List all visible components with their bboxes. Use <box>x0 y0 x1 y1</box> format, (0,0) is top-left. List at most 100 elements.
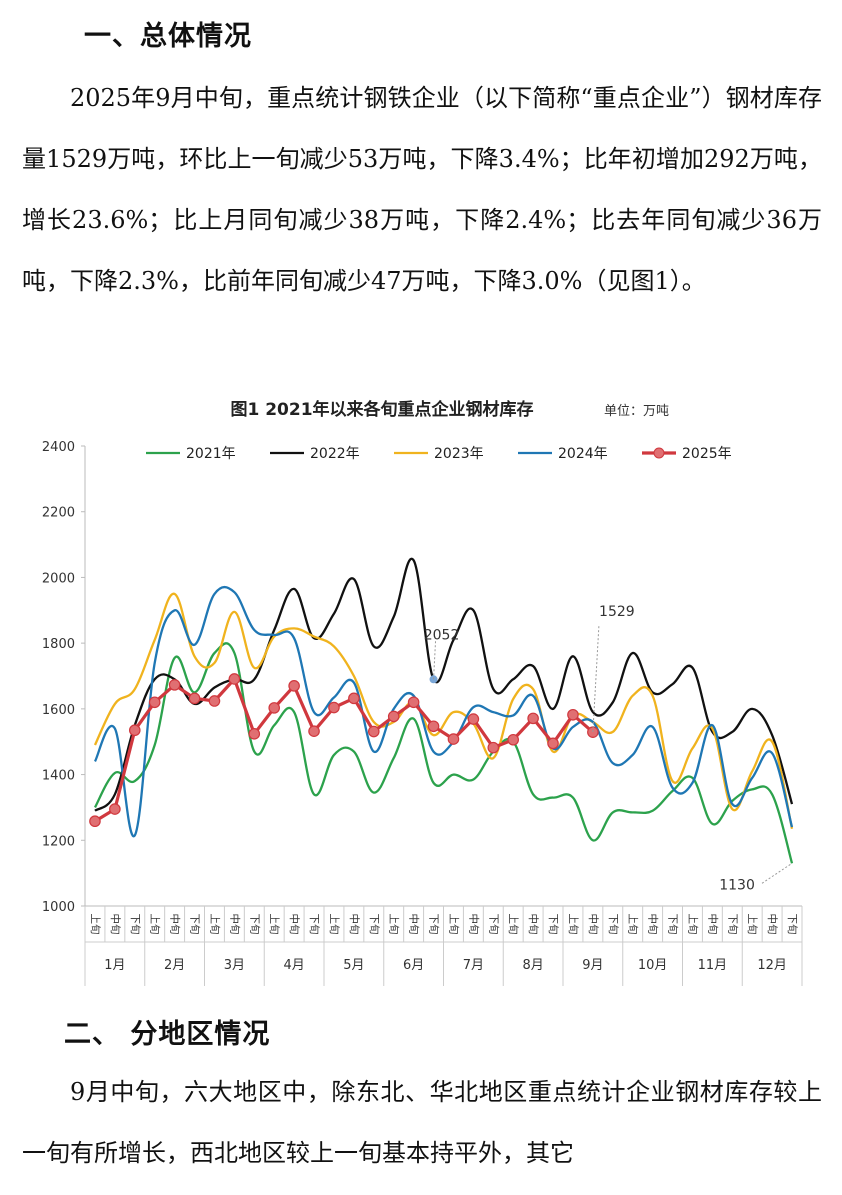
y-axis: 1000 1200 1400 1600 1800 2000 2200 2400 <box>42 440 86 915</box>
data-point-2025 <box>308 725 320 737</box>
data-point-2025 <box>89 815 101 828</box>
x-month-label: 7月 <box>463 958 484 973</box>
y-tick-label: 1400 <box>42 769 75 784</box>
x-period-label: 上旬 <box>149 914 162 935</box>
x-period-label: 下旬 <box>547 914 560 935</box>
y-tick-label: 2200 <box>42 506 75 521</box>
x-period-label: 中旬 <box>706 914 719 935</box>
x-period-label: 中旬 <box>288 914 301 935</box>
series-lines <box>89 557 794 864</box>
x-period-label: 中旬 <box>527 914 540 935</box>
series-line-2024 <box>93 585 794 838</box>
y-tick-label: 2000 <box>42 571 75 586</box>
annotation-label: 1130 <box>719 877 755 893</box>
y-tick-label: 2400 <box>42 440 75 455</box>
data-point-2025 <box>288 680 300 692</box>
x-axis: 上旬 中旬 下旬 上旬 中旬 下旬 上旬 中旬 下旬 上旬 中旬 下旬 上旬 中旬 下旬 上旬 中旬 下旬 上旬 中旬… <box>84 905 803 986</box>
x-period-label: 中旬 <box>766 914 779 935</box>
x-period-label: 下旬 <box>786 914 799 935</box>
chart-title: 图1 2021年以来各旬重点企业钢材库存 <box>230 399 533 420</box>
overview-paragraph: 2025年9月中旬，重点统计钢铁企业（以下简称“重点企业”）钢材库存量1529万… <box>22 84 822 295</box>
x-period-label: 上旬 <box>208 914 221 935</box>
series-line-2023 <box>93 592 794 830</box>
x-month-label: 9月 <box>582 958 603 973</box>
x-month-label: 3月 <box>224 958 245 973</box>
data-point-2025 <box>567 708 579 721</box>
x-month-label: 4月 <box>283 958 304 973</box>
y-tick-label: 1600 <box>42 703 75 718</box>
data-point-2025 <box>467 713 480 725</box>
x-period-label: 下旬 <box>248 914 261 935</box>
x-period-label: 中旬 <box>169 914 182 935</box>
section-heading-regional: 二、 分地区情况 <box>64 1019 271 1050</box>
data-point-2025 <box>387 710 400 723</box>
data-point-2025 <box>407 696 420 709</box>
x-period-label: 中旬 <box>467 914 480 935</box>
x-period-label: 中旬 <box>348 914 361 935</box>
legend-label: 2024年 <box>558 446 608 462</box>
x-month-label: 6月 <box>403 958 424 973</box>
annotation-marker <box>429 675 438 684</box>
data-point-2025 <box>527 712 539 725</box>
x-period-label: 下旬 <box>189 914 202 935</box>
x-period-label: 下旬 <box>368 914 381 935</box>
x-period-label: 下旬 <box>607 914 620 935</box>
legend-label: 2022年 <box>310 446 360 462</box>
inventory-line-chart: 图1 2021年以来各旬重点企业钢材库存 单位：万吨 1000120014001… <box>42 399 803 986</box>
data-point-2025 <box>328 701 340 714</box>
x-period-label: 上旬 <box>627 914 640 935</box>
x-month-label: 11月 <box>698 958 728 973</box>
regional-paragraph: 9月中旬，六大地区中，除东北、华北地区重点统计企业钢材库存较上一旬有所增长，西北… <box>22 1078 822 1167</box>
x-period-label: 下旬 <box>428 914 441 935</box>
legend-label: 2023年 <box>434 446 484 462</box>
x-period-label: 下旬 <box>726 914 739 935</box>
series-line-2021 <box>93 642 794 864</box>
legend-label: 2021年 <box>186 446 236 462</box>
data-point-2025 <box>487 741 500 754</box>
x-period-label: 中旬 <box>109 914 122 935</box>
x-period-label: 上旬 <box>686 914 699 935</box>
data-point-2025 <box>367 725 380 738</box>
annotation-leader <box>592 626 600 733</box>
data-point-2025 <box>148 696 161 709</box>
data-point-2025 <box>208 695 221 707</box>
data-point-2025 <box>128 724 141 737</box>
data-point-2025 <box>547 737 559 750</box>
section-heading-overview: 一、总体情况 <box>84 21 252 52</box>
x-period-label: 中旬 <box>228 914 241 935</box>
x-period-label: 上旬 <box>268 914 281 935</box>
data-point-2025 <box>248 728 261 740</box>
x-period-label: 中旬 <box>587 914 600 935</box>
data-point-2025 <box>268 702 281 714</box>
x-period-label: 上旬 <box>89 914 102 935</box>
x-period-label: 下旬 <box>667 914 680 935</box>
x-month-label: 10月 <box>638 958 668 973</box>
x-month-label: 2月 <box>164 958 185 973</box>
x-period-label: 中旬 <box>408 914 421 935</box>
x-period-label: 上旬 <box>746 914 759 935</box>
x-period-label: 上旬 <box>507 914 520 935</box>
y-tick-label: 1800 <box>42 637 75 652</box>
series-line-2022 <box>94 557 794 812</box>
x-period-label: 中旬 <box>647 914 660 935</box>
annotation-leader <box>761 862 793 884</box>
data-point-2025 <box>109 803 121 815</box>
x-period-label: 上旬 <box>447 914 460 935</box>
data-point-2025 <box>168 679 181 691</box>
data-point-2025 <box>228 673 241 685</box>
data-point-2025 <box>447 733 460 745</box>
x-period-label: 下旬 <box>487 914 500 935</box>
data-point-2025 <box>427 720 440 733</box>
x-month-label: 5月 <box>343 958 364 973</box>
data-point-2025 <box>348 692 360 705</box>
annotations: 2052 1529 1130 <box>424 604 793 893</box>
data-point-2025 <box>188 692 201 705</box>
legend-marker <box>653 447 665 459</box>
y-tick-label: 1200 <box>42 834 75 849</box>
data-point-2025 <box>587 726 599 738</box>
x-month-label: 12月 <box>757 958 787 973</box>
x-month-label: 8月 <box>522 958 543 973</box>
legend-label: 2025年 <box>682 446 732 462</box>
x-period-label: 上旬 <box>567 914 580 935</box>
annotation-label: 2052 <box>424 627 460 643</box>
